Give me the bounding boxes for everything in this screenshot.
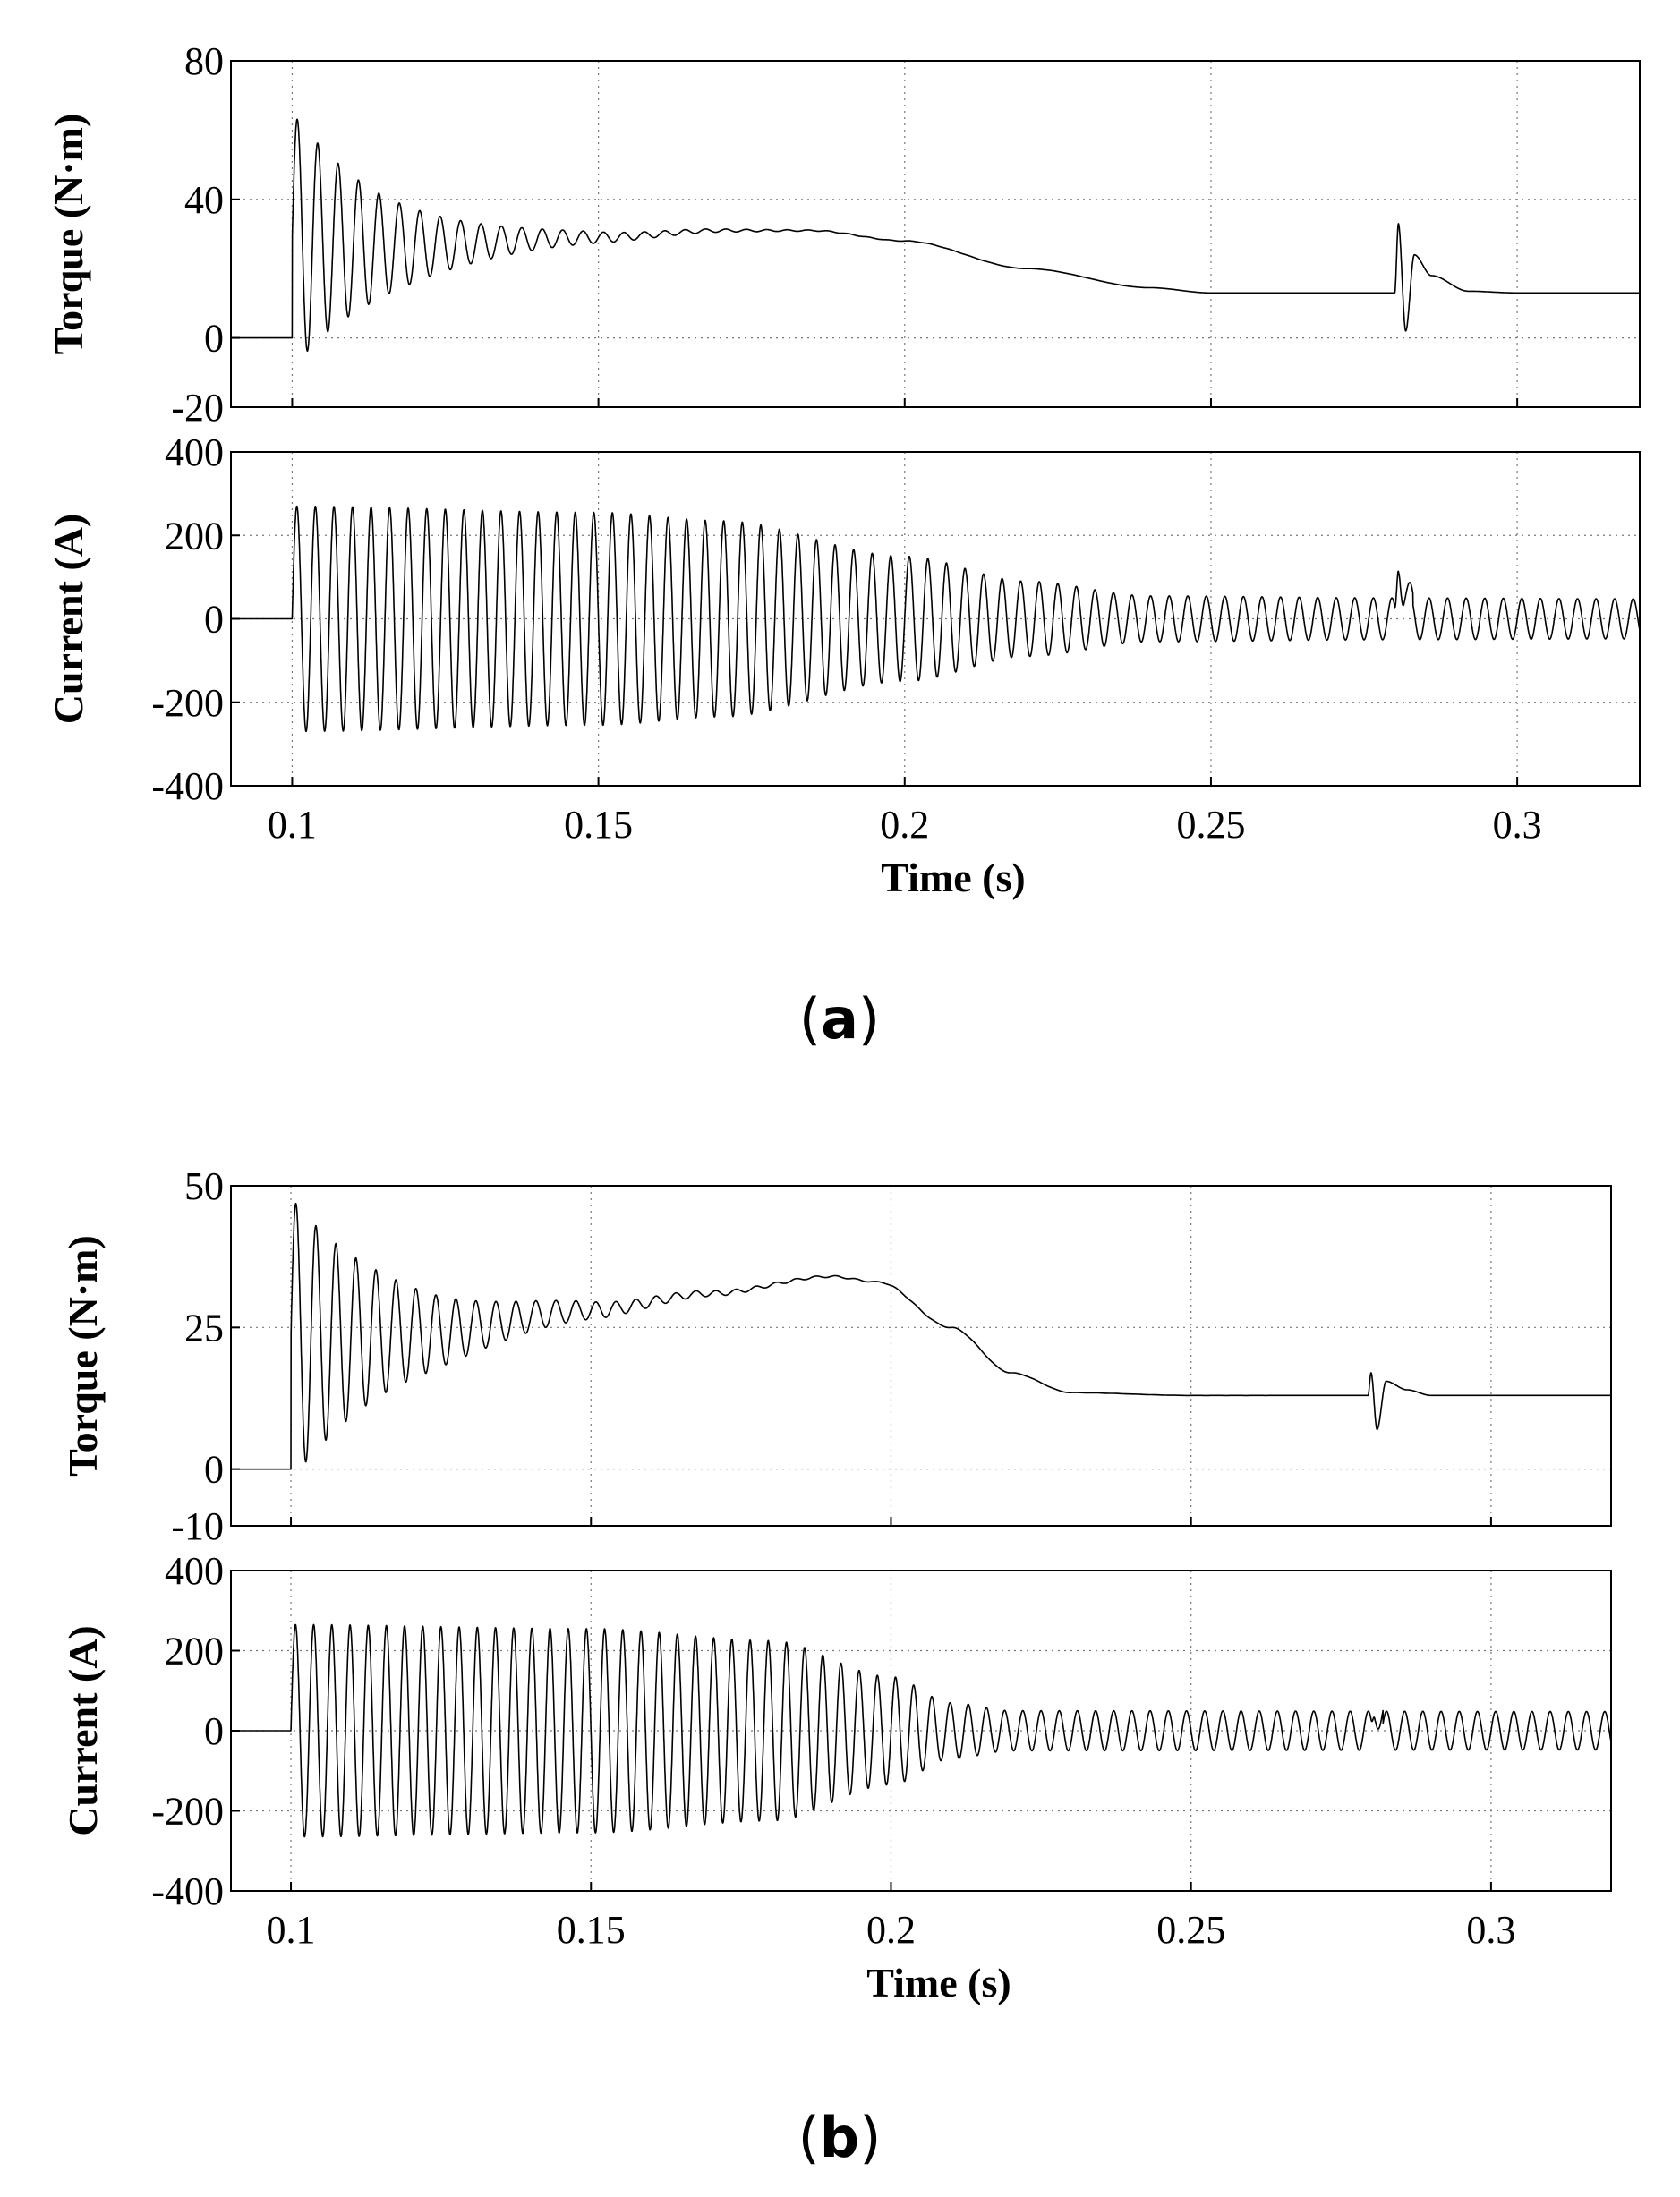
panel-b-torque-ytick-label: -10 (171, 1504, 224, 1548)
panel-a-current-xtick-label: 0.25 (1176, 803, 1245, 847)
panel-b-current-xlabel: Time (s) (866, 1960, 1011, 2005)
panel-b-current-xtick-label: 0.2 (866, 1908, 916, 1952)
panel-a-torque-ytick-label: 40 (184, 178, 224, 222)
panel-a-current-xtick-label: 0.15 (564, 803, 633, 847)
panel-b: -10 0 25 50 Torque (N·m) -400 -200 0 200 400 0.1 0… (60, 1164, 1612, 2170)
panel-a-torque-ytick-label: 0 (204, 317, 224, 361)
panel-a-torque-chart: -20 0 40 80 Torque (N·m) (46, 39, 1641, 430)
panel-a-caption: (a) (799, 986, 880, 1052)
panel-a-current-ytick-label: -400 (151, 764, 224, 808)
panel-a-torque-series-torque (230, 118, 1641, 352)
panel-b-torque-series-torque (230, 1202, 1612, 1470)
panel-b-torque-ylabel: Torque (N·m) (60, 1235, 106, 1477)
panel-b-current-xtick-label: 0.3 (1466, 1908, 1515, 1952)
panel-b-current-ytick-label: 0 (204, 1709, 224, 1753)
panel-b-current-ytick-label: 400 (165, 1549, 224, 1593)
panel-a-current-chart: -400 -200 0 200 400 0.1 0.15 0.2 0.25 0.3 Current … (46, 430, 1641, 900)
panel-b-torque-plot-frame (230, 1185, 1612, 1527)
panel-a-torque-plot-frame (230, 60, 1641, 408)
panel-a-current-xtick-label: 0.1 (268, 803, 317, 847)
panel-a-current-xtick-label: 0.2 (880, 803, 929, 847)
panel-a-current-xlabel: Time (s) (881, 855, 1025, 900)
panel-b-caption: (b) (798, 2105, 882, 2170)
panel-b-torque-ytick-label: 0 (204, 1448, 224, 1492)
panel-b-current-ytick-label: -400 (151, 1869, 224, 1913)
panel-a-current-ytick-label: 200 (165, 514, 224, 558)
panel-a-torque-ytick-label: 80 (184, 39, 224, 83)
panel-a-current-ylabel: Current (A) (46, 514, 91, 724)
panel-a-current-series-current (230, 505, 1641, 733)
panel-b-current-xtick-label: 0.15 (557, 1908, 626, 1952)
panel-b-torque-ytick-label: 25 (184, 1306, 224, 1350)
panel-b-torque-chart: -10 0 25 50 Torque (N·m) (60, 1164, 1612, 1548)
panel-b-current-series-current (230, 1623, 1612, 1838)
panel-a-current-xtick-label: 0.3 (1493, 803, 1542, 847)
panel-b-current-chart: -400 -200 0 200 400 0.1 0.15 0.2 0.25 0.3 Current … (60, 1549, 1612, 2005)
panel-b-current-ylabel: Current (A) (60, 1625, 106, 1835)
panel-a-torque-ytick-label: -20 (171, 386, 224, 430)
panel-a-current-ytick-label: -200 (151, 681, 224, 725)
panel-b-torque-ytick-label: 50 (184, 1164, 224, 1208)
panel-b-current-ytick-label: -200 (151, 1790, 224, 1834)
panel-a-current-ytick-label: 400 (165, 430, 224, 474)
panel-b-current-ytick-label: 200 (165, 1630, 224, 1673)
panel-a-current-ytick-label: 0 (204, 598, 224, 642)
panel-b-current-xtick-label: 0.1 (267, 1908, 316, 1952)
panel-a-torque-ylabel: Torque (N·m) (46, 114, 91, 355)
panel-b-current-xtick-label: 0.25 (1156, 1908, 1225, 1952)
